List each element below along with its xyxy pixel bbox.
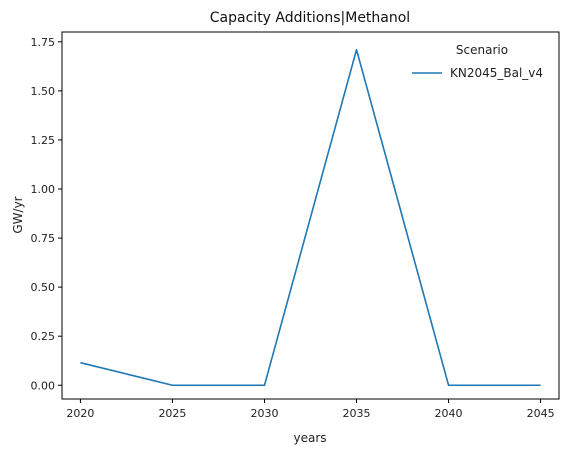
y-tick-label: 0.25 [31, 330, 56, 343]
x-tick-label: 2020 [66, 407, 94, 420]
series-line-0 [80, 48, 541, 387]
x-tick-label: 2025 [158, 407, 186, 420]
y-tick-label: 0.75 [31, 232, 56, 245]
legend-label: KN2045_Bal_v4 [450, 66, 543, 80]
legend-title: Scenario [456, 43, 508, 57]
chart-title: Capacity Additions|Methanol [210, 10, 410, 26]
x-axis-label: years [293, 431, 326, 445]
x-tick-label: 2030 [250, 407, 278, 420]
x-tick-label: 2040 [435, 407, 463, 420]
y-axis-label: GW/yr [11, 196, 25, 233]
x-tick-label: 2045 [527, 407, 555, 420]
series-layer [80, 48, 541, 387]
legend: Scenario KN2045_Bal_v4 [412, 43, 543, 80]
y-tick-label: 1.25 [31, 134, 56, 147]
y-tick-label: 1.50 [31, 85, 56, 98]
y-axis: 0.00 0.25 0.50 0.75 1.00 1.25 1.50 1.75 [31, 36, 62, 392]
x-axis: 2020 2025 2030 2035 2040 2045 [66, 399, 555, 420]
x-tick-label: 2035 [343, 407, 371, 420]
y-tick-label: 1.00 [31, 183, 56, 196]
y-tick-label: 0.50 [31, 281, 56, 294]
y-tick-label: 0.00 [31, 379, 56, 392]
y-tick-label: 1.75 [31, 36, 56, 49]
plot-frame [61, 31, 560, 400]
